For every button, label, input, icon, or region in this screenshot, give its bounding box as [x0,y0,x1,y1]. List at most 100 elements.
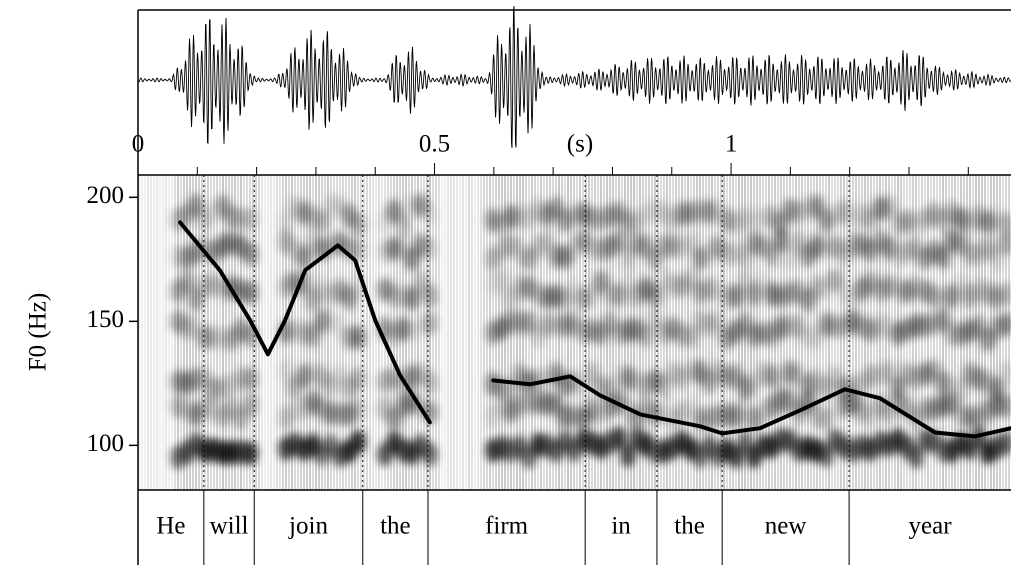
spectrogram-blob [278,210,294,235]
spectrogram-blob [935,244,951,269]
spectrogram-blob [989,377,1005,402]
spectrogram-column [462,175,464,490]
spectrogram-blob [242,441,258,466]
spectrogram-blob [296,244,312,269]
spectrogram-column [264,175,266,490]
spectrogram-column [453,175,455,490]
spectrogram-column [162,175,164,490]
spectrogram-blob [350,367,366,392]
spectrogram-column [165,175,167,490]
spectrogram-blob [773,228,789,253]
spectrogram-column [456,175,458,490]
spectrogram-blob [242,242,258,267]
spectrogram-column [366,175,368,490]
spectrogram-column [273,175,275,490]
spectrogram-column [468,175,470,490]
spectrogram-column [270,175,272,490]
word-label: join [288,513,328,540]
waveform [137,5,1011,149]
spectrogram-blob [998,212,1011,237]
spectrogram-column [438,175,440,490]
spectrogram-blob [422,203,438,228]
word-label: the [674,513,705,540]
spectrogram-blob [350,429,366,454]
word-label: He [156,513,185,540]
spectrogram-blob [494,269,510,294]
spectrogram-blob [404,286,420,311]
spectrogram [138,175,1011,490]
word-label: in [611,513,631,540]
spectrogram-column [471,175,473,490]
f0-contour [178,220,1011,439]
word-label: firm [485,513,529,540]
spectrogram-column [327,175,329,490]
spectrogram-blob [350,396,366,421]
spectrogram-blob [242,206,258,231]
spectrogram-column [153,175,155,490]
spectrogram-column [258,175,260,490]
spectrogram-column [150,175,152,490]
spectrogram-blob [998,312,1011,337]
word-label: the [380,513,411,540]
spectrogram-blob [422,311,438,336]
spectrogram-column [168,175,170,490]
spectrogram-column [480,175,482,490]
spectrogram-blob [422,442,438,467]
spectrogram-column [156,175,158,490]
word-label: will [210,513,249,540]
spectrogram-blob [395,212,411,237]
y-tick-label: 150 [87,306,125,333]
spectrogram-blob [350,325,366,350]
spectrogram-column [147,175,149,490]
spectrogram-blob [611,229,627,254]
spectrogram-blob [179,270,195,295]
y-axis-label: F0 (Hz) [25,293,52,371]
spectrogram-blob [242,367,258,392]
x-tick-label: 0.5 [419,131,450,158]
spectrogram-column [435,175,437,490]
spectrogram-column [465,175,467,490]
spectrogram-blob [242,393,258,418]
spectrogram-column [444,175,446,490]
spectrogram-column [450,175,452,490]
spectrogram-blob [881,195,897,220]
y-tick-label: 100 [87,430,125,457]
spectrogram-blob [350,238,366,263]
spectrogram-column [138,175,140,490]
spectrogram-column [369,175,371,490]
spectrogram-blob [422,283,438,308]
spectrogram-blob [242,280,258,305]
x-tick-label: 1 [725,131,738,158]
y-tick-label: 200 [87,182,125,209]
spectrogram-blob [656,390,672,415]
spectrogram-column [477,175,479,490]
spectrogram-column [261,175,263,490]
spectrogram-blob [422,370,438,395]
spectrogram-column [159,175,161,490]
spectrogram-blob [350,212,366,237]
spectrogram-column [141,175,143,490]
spectrogram-column [447,175,449,490]
spectrogram-column [324,175,326,490]
spectrogram-blob [314,209,330,234]
spectrogram-column [939,175,941,490]
spectrogram-column [267,175,269,490]
spectrogram-blob [683,230,699,255]
word-label: new [765,513,807,540]
spectrogram-blob [908,444,924,469]
spectrogram-column [483,175,485,490]
spectrogram-blob [422,236,438,261]
waveform-trace [137,5,1011,149]
spectrogram-blob [647,283,663,308]
spectrogram-column [459,175,461,490]
spectrogram-blob [881,360,897,385]
spectrogram-blob [998,360,1011,385]
x-axis-label: (s) [567,131,593,158]
spectrogram-blob [998,431,1011,456]
spectrogram-column [375,175,377,490]
spectrogram-column [474,175,476,490]
spectrogram-blob [998,231,1011,256]
spectrogram-column [372,175,374,490]
